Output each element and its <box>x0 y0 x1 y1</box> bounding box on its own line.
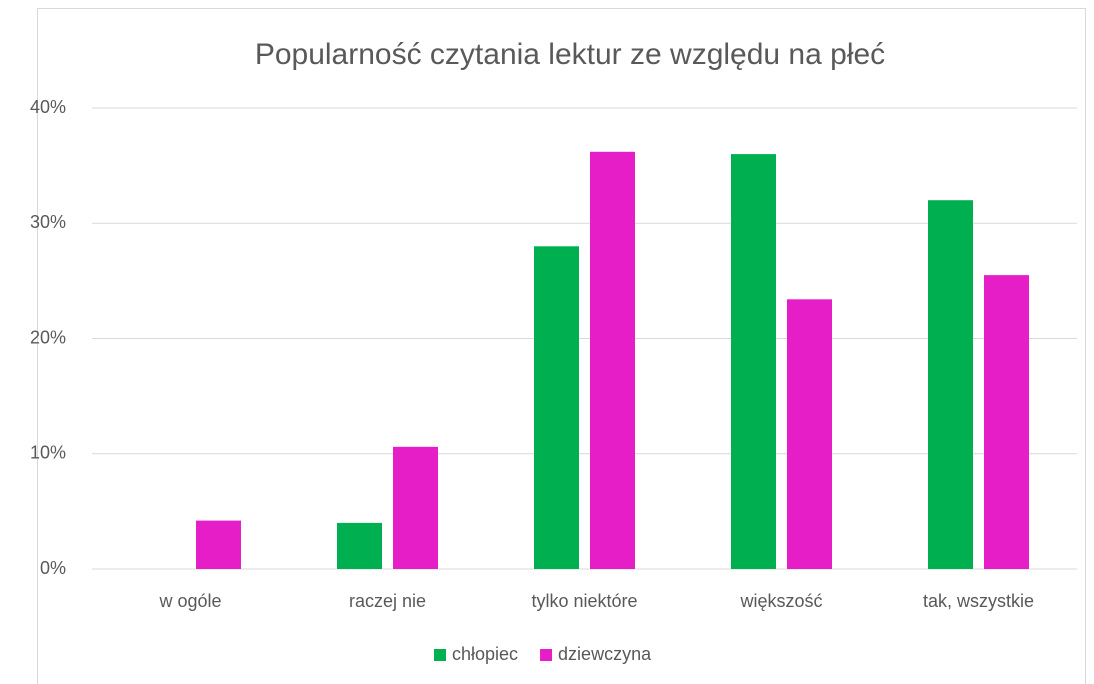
legend-label: dziewczyna <box>558 644 652 664</box>
legend-swatch <box>540 649 553 661</box>
bar <box>337 522 382 569</box>
y-tick-label: 30% <box>30 212 66 232</box>
x-tick-label: raczej nie <box>349 591 426 611</box>
y-tick-label: 10% <box>30 443 66 463</box>
bar <box>196 520 241 569</box>
y-tick-label: 40% <box>30 97 66 117</box>
bar <box>534 246 579 570</box>
x-tick-label: tak, wszystkie <box>923 591 1034 611</box>
y-tick-label: 20% <box>30 327 66 347</box>
bar <box>984 275 1029 569</box>
chart-title: Popularność czytania lektur ze względu n… <box>255 38 885 71</box>
bar <box>731 154 776 569</box>
bar <box>787 299 832 569</box>
x-tick-label: większość <box>739 591 822 611</box>
x-tick-label: w ogóle <box>158 591 221 611</box>
bar <box>928 200 973 569</box>
bar <box>590 151 635 570</box>
y-tick-label: 0% <box>40 558 66 578</box>
legend-label: chłopiec <box>452 644 518 664</box>
legend-swatch <box>434 649 446 661</box>
x-tick-label: tylko niektóre <box>531 591 637 611</box>
bar <box>393 446 438 569</box>
